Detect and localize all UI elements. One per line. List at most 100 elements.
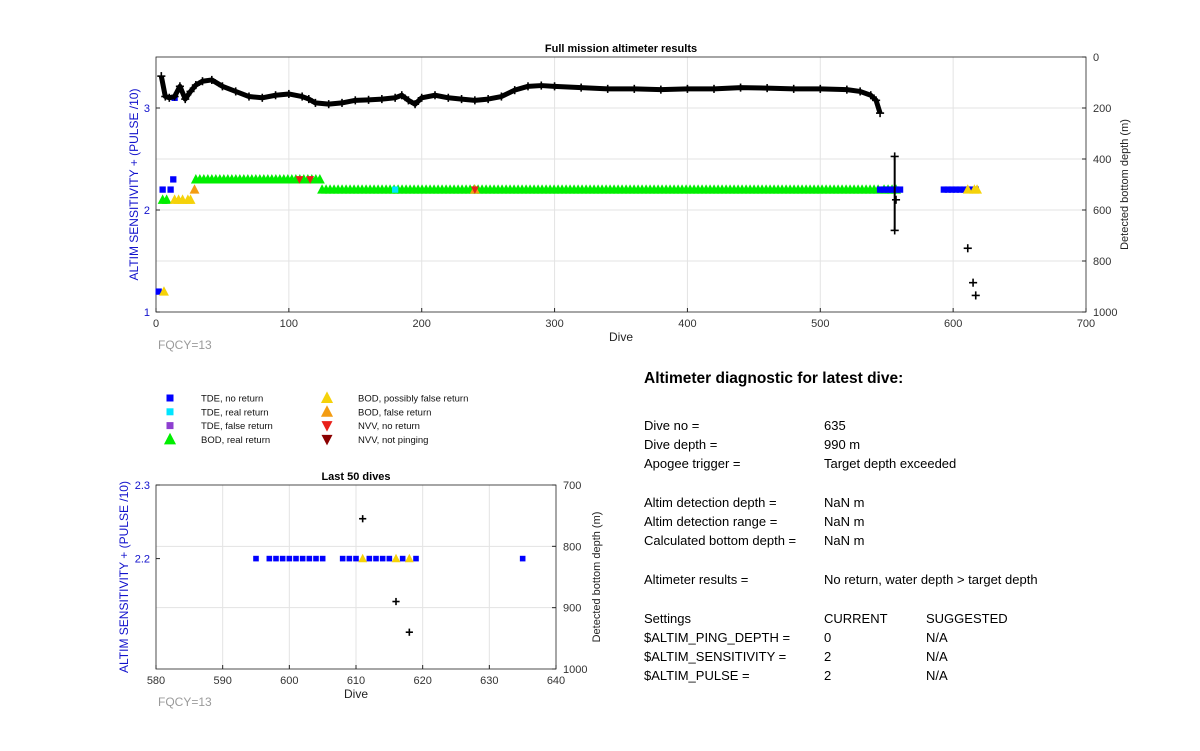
tde-marker — [888, 186, 896, 193]
tde-marker — [339, 555, 346, 562]
tde-marker — [413, 555, 419, 562]
setting-suggested: N/A — [926, 668, 948, 683]
x-tick-label: 300 — [545, 318, 563, 330]
legend-bod-marker — [320, 391, 334, 403]
fqcy-label: FQCY=13 — [158, 338, 212, 352]
tde-marker — [253, 555, 259, 562]
legend: TDE, no return TDE, real return TDE, false… — [163, 391, 468, 446]
y-tick-label-right: 400 — [1093, 154, 1111, 166]
detection-range-label: Altim detection range = — [644, 514, 778, 529]
dive-no-value: 635 — [824, 418, 846, 433]
x-tick-label: 0 — [153, 318, 159, 330]
y-axis-label-right: Detected bottom depth (m) — [1119, 119, 1131, 250]
tde-marker — [346, 555, 353, 562]
y-tick-label-left: 2 — [144, 205, 150, 217]
bod-marker — [358, 553, 368, 563]
tde-marker — [313, 555, 319, 562]
settings-label: Settings — [644, 611, 691, 626]
tde-marker — [391, 186, 399, 193]
apogee-label: Apogee trigger = — [644, 456, 741, 471]
setting-current: 2 — [824, 668, 832, 683]
tde-marker — [306, 555, 313, 562]
depth-marker — [392, 597, 400, 606]
results-value: No return, water depth > target depth — [824, 572, 1038, 587]
x-tick-label: 600 — [944, 318, 962, 330]
x-tick-label: 700 — [1077, 318, 1095, 330]
tde-marker — [170, 176, 177, 183]
legend-label: NVV, no return — [358, 421, 420, 432]
altimeter-diagnostic-panel: Altimeter diagnostic for latest dive: Di… — [644, 370, 1184, 683]
depth-marker — [971, 291, 980, 300]
y-tick-label-right: 900 — [563, 603, 581, 615]
setting-name: $ALTIM_PING_DEPTH = — [644, 630, 791, 645]
current-label: CURRENT — [824, 611, 888, 626]
legend-label: BOD, real return — [201, 435, 270, 446]
y-tick-label-right: 600 — [1093, 205, 1111, 217]
tde-marker — [940, 186, 947, 193]
dive-depth-value: 990 m — [824, 437, 861, 452]
tde-marker — [948, 186, 955, 193]
depth-marker — [359, 515, 367, 523]
dive-no-label: Dive no = — [644, 418, 700, 433]
depth-marker — [891, 195, 901, 204]
tde-marker — [880, 186, 888, 193]
chart-title: Last 50 dives — [321, 471, 390, 483]
tde-marker — [279, 555, 286, 562]
setting-current: 0 — [824, 630, 832, 645]
y-axis-label-left: ALTIM SENSITIVITY + (PULSE /10) — [127, 89, 141, 281]
full-mission-chart: 0 100 200 300 400 500 600 700 1 2 3 0 200 400 600 800 10… — [127, 43, 1131, 352]
legend-bod-marker — [320, 405, 334, 417]
legend-label: BOD, false return — [358, 407, 431, 418]
y-tick-label-left: 3 — [144, 103, 150, 115]
tde-marker — [266, 555, 273, 562]
x-tick-label: 590 — [213, 675, 231, 687]
tde-marker — [956, 186, 963, 193]
y-tick-label-left: 2.2 — [135, 554, 150, 566]
tde-marker — [293, 555, 299, 562]
x-tick-label: 500 — [811, 318, 829, 330]
setting-current: 2 — [824, 649, 832, 664]
x-axis-label: Dive — [609, 330, 633, 344]
bod-marker — [159, 286, 169, 296]
tde-marker — [519, 555, 526, 562]
tde-marker — [166, 422, 174, 430]
fqcy-label: FQCY=13 — [158, 695, 212, 709]
tde-marker — [960, 186, 967, 193]
y-tick-label-left: 2.3 — [135, 480, 150, 492]
x-tick-label: 640 — [547, 675, 565, 687]
legend-label: TDE, false return — [201, 421, 273, 432]
suggested-label: SUGGESTED — [926, 611, 1008, 626]
bod-marker — [314, 174, 325, 184]
apogee-value: Target depth exceeded — [824, 456, 957, 471]
tde-marker — [166, 394, 174, 402]
y-axis-label-left: ALTIM SENSITIVITY + (PULSE /10) — [117, 481, 131, 673]
x-tick-label: 100 — [280, 318, 298, 330]
x-tick-label: 600 — [280, 675, 298, 687]
y-tick-label-right: 800 — [1093, 256, 1111, 268]
tde-marker — [319, 555, 326, 562]
bod-marker — [161, 194, 172, 204]
setting-suggested: N/A — [926, 649, 948, 664]
y-tick-label-right: 700 — [563, 480, 581, 492]
tde-marker — [353, 555, 359, 562]
setting-suggested: N/A — [926, 630, 948, 645]
tde-marker — [944, 186, 951, 193]
bod-marker — [962, 184, 973, 194]
x-tick-label: 580 — [147, 675, 165, 687]
y-tick-label-right: 800 — [563, 541, 581, 553]
tde-marker — [373, 555, 379, 562]
x-tick-label: 630 — [480, 675, 498, 687]
tde-marker — [876, 186, 884, 193]
detection-range-value: NaN m — [824, 514, 865, 529]
tde-marker — [896, 186, 904, 193]
legend-label: NVV, not pinging — [358, 435, 428, 446]
tde-marker — [379, 555, 386, 562]
nvv-marker — [321, 421, 333, 432]
nvv-marker — [295, 176, 304, 184]
x-tick-label: 620 — [413, 675, 431, 687]
tde-marker — [273, 555, 279, 562]
bod-marker — [404, 553, 414, 563]
legend-label: TDE, real return — [201, 407, 269, 418]
x-tick-label: 400 — [678, 318, 696, 330]
